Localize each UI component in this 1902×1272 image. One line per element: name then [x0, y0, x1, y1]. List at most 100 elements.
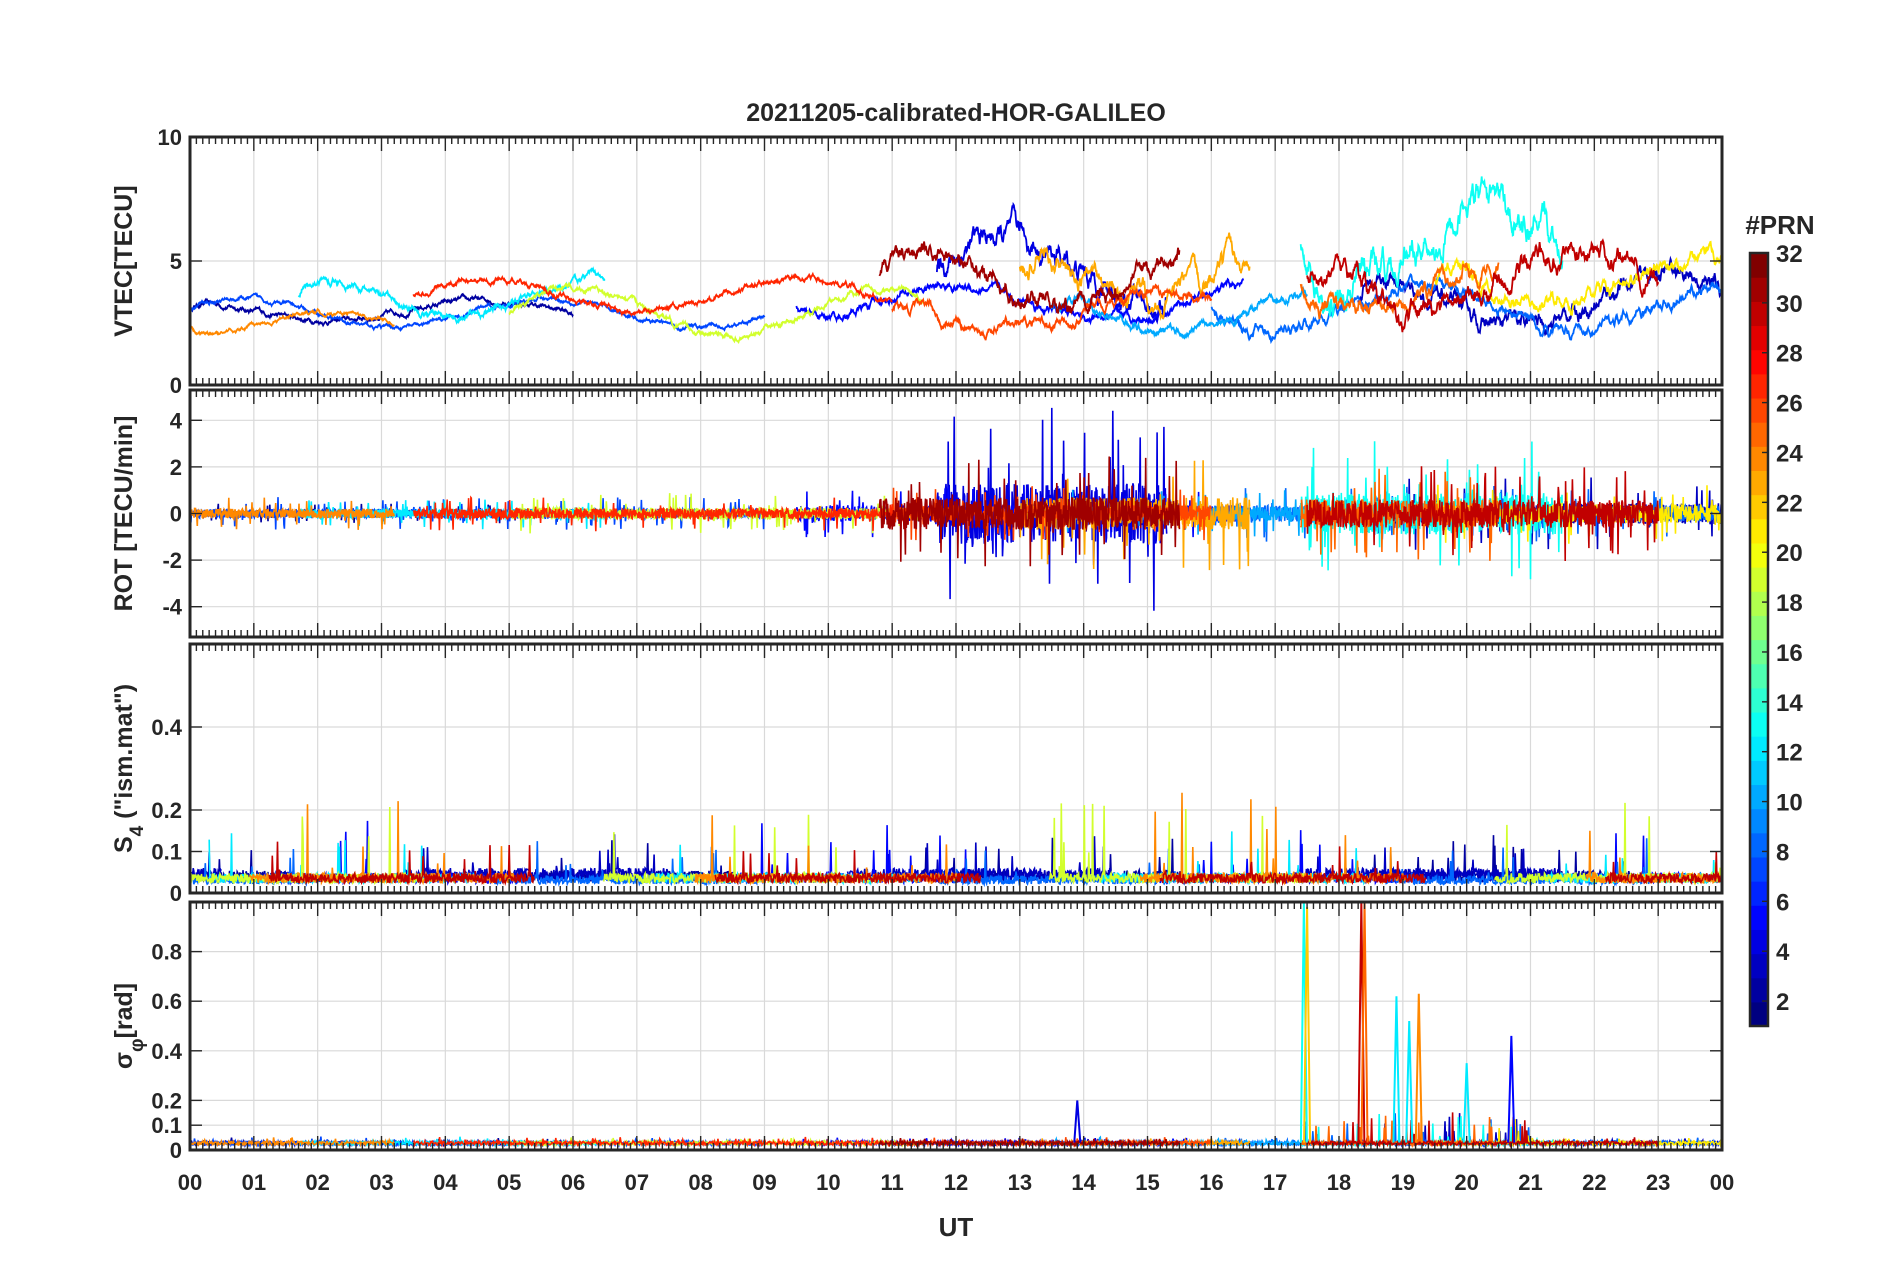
colorbar-swatch [1750, 518, 1768, 544]
colorbar-swatch [1750, 832, 1768, 858]
colorbar-swatch [1750, 736, 1768, 761]
colorbar-tick-label: 4 [1776, 939, 1790, 966]
colorbar-tick-label: 18 [1776, 590, 1803, 617]
colorbar-swatch [1750, 1001, 1768, 1027]
colorbar-tick-label: 12 [1776, 740, 1803, 767]
panel-0-data [190, 176, 1722, 345]
vtec-series-prn-27 [412, 271, 893, 318]
colorbar-swatch [1750, 422, 1768, 447]
s4-series-prn-30 [714, 850, 982, 886]
colorbar-tick-label: 26 [1776, 391, 1803, 418]
vtec-series-prn-12 [297, 266, 606, 325]
s4-series-prn-30 [1159, 846, 1427, 887]
colorbar-swatch [1750, 615, 1768, 641]
colorbar-tick-label: 2 [1776, 989, 1789, 1016]
vtec-series-prn-21 [1433, 240, 1722, 316]
colorbar-swatch [1750, 784, 1768, 810]
x-tick-label: 10 [816, 1170, 840, 1195]
x-tick-label: 18 [1327, 1170, 1351, 1195]
vtec-series-prn-4 [936, 201, 1168, 325]
panel-0-ytick-label: 5 [170, 249, 182, 274]
vtec-series-prn-5 [795, 277, 1245, 326]
colorbar-swatch [1750, 277, 1768, 302]
x-tick-label: 21 [1518, 1170, 1542, 1195]
vtec-series-prn-26 [891, 283, 1213, 341]
panel-2: 0 0.1 0.2 0.4S4 ("ism.mat") [110, 642, 1724, 906]
panel-2-ytick-label: 0.2 [151, 798, 182, 823]
panel-2-ytick-label: 0.1 [151, 840, 182, 865]
x-tick-label: 12 [944, 1170, 968, 1195]
sigma-spike [1507, 1035, 1516, 1143]
vtec-series-prn-7 [190, 292, 766, 333]
vtec-series-prn-30 [1306, 237, 1660, 333]
x-tick-label: 15 [1135, 1170, 1159, 1195]
panel-1-ytick-label: 4 [170, 408, 183, 433]
panel-1: -4 -2 0 2 4 ROT [TECU/min] [110, 388, 1724, 639]
panel-3-ytick-label: 0 [170, 1138, 182, 1163]
x-tick-label: 17 [1263, 1170, 1287, 1195]
vtec-series-prn-13 [1299, 176, 1564, 319]
colorbar-swatch [1750, 567, 1768, 592]
x-tick-label: 19 [1391, 1170, 1415, 1195]
x-tick-label: 14 [1071, 1170, 1096, 1195]
colorbar-tick-label: 24 [1776, 440, 1803, 467]
sigma-series-prn-27 [412, 1136, 893, 1148]
panel-0-ytick-label: 0 [170, 373, 182, 398]
x-tick-label: 01 [242, 1170, 266, 1195]
x-tick-label: 03 [369, 1170, 393, 1195]
x-tick-label: 16 [1199, 1170, 1223, 1195]
x-tick-label: 09 [752, 1170, 776, 1195]
x-axis: 00 01 02 03 04 05 06 07 08 09 10 11 12 13 14 15 16 17 18 19… [178, 1170, 1734, 1195]
sigma-spike [1360, 902, 1369, 1143]
rot-series-prn-31 [878, 456, 1181, 567]
colorbar-swatch [1750, 711, 1768, 737]
colorbar-swatch [1750, 881, 1768, 906]
colorbar-tick-label: 28 [1776, 341, 1803, 368]
colorbar-tick-label: 32 [1776, 241, 1803, 268]
panel-1-ytick-label: -4 [162, 595, 182, 620]
panel-2-data [190, 792, 1722, 888]
sigma-spike [1073, 1100, 1082, 1143]
x-tick-label: 07 [625, 1170, 649, 1195]
colorbar-frame [1748, 251, 1770, 1028]
colorbar-tick-label: 10 [1776, 790, 1803, 817]
colorbar-swatch [1750, 905, 1768, 930]
colorbar-swatch [1750, 253, 1768, 278]
x-tick-label: 02 [305, 1170, 329, 1195]
colorbar-swatch [1750, 470, 1768, 496]
colorbar-tick-label: 20 [1776, 540, 1803, 567]
x-tick-label: 05 [497, 1170, 521, 1195]
rot-series-prn-30 [1306, 466, 1659, 562]
colorbar-swatch [1750, 808, 1768, 834]
panel-2-ytick-label: 0 [170, 881, 182, 906]
s4-series-prn-30 [268, 841, 535, 887]
vtec-series-prn-24 [190, 307, 395, 337]
vtec-series-prn-23 [1018, 232, 1251, 321]
panel-0: 0 5 10 VTEC[TECU] [110, 125, 1724, 398]
colorbar-label: #PRN [1745, 210, 1814, 240]
x-tick-label: 23 [1646, 1170, 1670, 1195]
panel-3-ytick-label: 0.6 [151, 989, 182, 1014]
vtec-series-prn-19 [508, 281, 925, 344]
panel-3-ylabel: σφ[rad] [110, 983, 148, 1069]
sigma-spike [1392, 996, 1401, 1143]
colorbar-tick-label: 14 [1776, 690, 1803, 717]
colorbar-tick-label: 22 [1776, 490, 1803, 517]
rot-series-prn-24 [190, 497, 396, 530]
colorbar-tick-label: 16 [1776, 640, 1803, 667]
panel-2-ytick-label: 0.4 [151, 715, 182, 740]
chart-title: 20211205-calibrated-HOR-GALILEO [746, 99, 1166, 127]
colorbar-swatch [1750, 953, 1768, 979]
s4-series-prn-30 [1605, 851, 1722, 886]
x-tick-label: 20 [1454, 1170, 1478, 1195]
panel-3-ytick-label: 0.1 [151, 1113, 182, 1138]
sigma-spike [1414, 993, 1423, 1143]
colorbar-swatch [1750, 542, 1768, 568]
x-tick-label: 22 [1582, 1170, 1606, 1195]
colorbar-swatch [1750, 325, 1768, 351]
colorbar-swatch [1750, 373, 1768, 399]
panel-0-ylabel: VTEC[TECU] [110, 185, 138, 336]
